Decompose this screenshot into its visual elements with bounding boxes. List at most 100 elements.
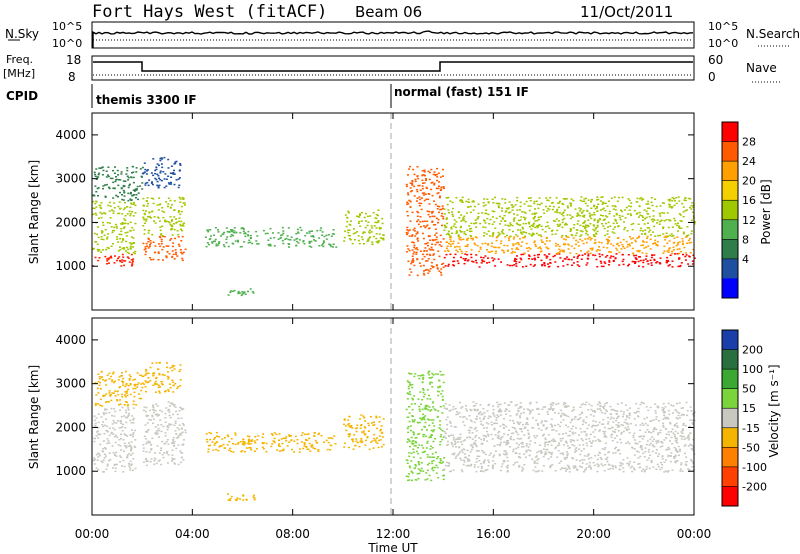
colorbar-swatch-2 xyxy=(722,161,738,182)
scatter-region-11 xyxy=(443,401,696,442)
scatter-region-9 xyxy=(443,253,696,268)
x-axis: 00:00 04:00 08:00 12:00 16:00 20:00 00:00 xyxy=(75,113,711,541)
nave-label: Nave xyxy=(746,61,777,75)
noise-left-tick-top: 10^5 xyxy=(52,20,82,33)
y-tick-1000: 1000 xyxy=(55,464,694,478)
x-tick-4: 16:00 xyxy=(476,113,511,541)
colorbar-tick-2: 20 xyxy=(742,175,756,188)
date-title: 11/Oct/2011 xyxy=(580,3,673,21)
scatter-region-10 xyxy=(444,235,695,255)
x-axis-label: Time UT xyxy=(367,541,418,554)
velocity-y-label: Slant Range [km] xyxy=(27,365,41,469)
freq-left-label-bottom: [MHz] xyxy=(3,67,35,80)
scatter-region-2 xyxy=(92,165,144,202)
velocity-colorbar: 200 100 50 15 -15 -50 -100 -200 xyxy=(721,329,767,507)
colorbar-swatch-4 xyxy=(722,408,738,429)
colorbar-swatch-1 xyxy=(722,349,738,370)
cpid-mode-2: normal (fast) 151 IF xyxy=(394,85,529,99)
scatter-region-12 xyxy=(227,288,255,297)
scatter-region-1 xyxy=(92,200,137,255)
colorbar-tick-5: 8 xyxy=(742,233,749,246)
scatter-region-4 xyxy=(142,196,186,237)
noise-right-label: N.Search xyxy=(746,27,800,41)
freq-right-tick-top: 60 xyxy=(708,53,723,67)
colorbar-swatch-6 xyxy=(722,239,738,260)
freq-left-tick-top: 18 xyxy=(66,53,81,67)
y-tick-3000: 3000 xyxy=(55,377,694,391)
scatter-region-9 xyxy=(443,458,695,473)
scatter-region-3 xyxy=(142,440,185,467)
colorbar-tick-6: 4 xyxy=(742,253,749,266)
colorbar-tick-7: -200 xyxy=(742,480,767,493)
x-tick-1: 04:00 xyxy=(175,113,210,541)
colorbar-swatch-3 xyxy=(722,388,738,409)
scatter-region-1 xyxy=(93,406,137,459)
freq-right-tick-bottom: 0 xyxy=(708,70,716,84)
colorbar-swatch-4 xyxy=(722,200,738,221)
colorbar-swatch-7 xyxy=(722,466,738,487)
colorbar-swatch-5 xyxy=(722,427,738,448)
scatter-region-7 xyxy=(343,414,385,451)
y-tick-2000: 2000 xyxy=(55,215,694,229)
colorbar-swatch-6 xyxy=(722,447,738,468)
y-tick-1000: 1000 xyxy=(55,259,694,273)
x-tick-2: 08:00 xyxy=(275,113,310,541)
noise-panel: N.Sky 10^5 10^0 10^5 10^0 N.Search xyxy=(5,20,800,50)
svg-text:4000: 4000 xyxy=(55,128,86,142)
power-colorbar-label: Power [dB] xyxy=(759,179,773,244)
beam-title: Beam 06 xyxy=(355,3,422,21)
colorbar-swatch-0 xyxy=(722,122,738,143)
cpid-label: CPID xyxy=(6,89,38,103)
velocity-data xyxy=(92,361,696,502)
colorbar-swatch-0 xyxy=(722,330,738,351)
freq-left-label-top: Freq. xyxy=(6,53,33,66)
power-colorbar: 28 24 20 16 12 8 4 xyxy=(721,121,756,299)
scatter-region-8 xyxy=(405,370,446,482)
colorbar-tick-1: 24 xyxy=(742,155,756,168)
colorbar-swatch-8 xyxy=(722,486,738,507)
colorbar-tick-6: -100 xyxy=(742,461,767,474)
colorbar-tick-2: 50 xyxy=(742,383,756,396)
colorbar-tick-4: 12 xyxy=(742,214,756,227)
freq-series xyxy=(93,61,693,72)
scatter-region-6 xyxy=(205,431,337,453)
colorbar-tick-4: -15 xyxy=(742,422,760,435)
station-title: Fort Hays West (fitACF) xyxy=(92,2,327,22)
scatter-region-6 xyxy=(204,226,338,248)
colorbar-tick-0: 200 xyxy=(742,344,763,357)
colorbar-swatch-7 xyxy=(722,258,738,279)
svg-text:2000: 2000 xyxy=(55,215,86,229)
colorbar-tick-0: 28 xyxy=(742,136,756,149)
scatter-region-5 xyxy=(142,361,182,394)
scatter-region-12 xyxy=(227,493,256,502)
colorbar-tick-5: -50 xyxy=(742,441,760,454)
cpid-row: CPID themis 3300 IF normal (fast) 151 IF xyxy=(6,84,529,108)
scatter-region-3 xyxy=(142,235,187,262)
scatter-region-0 xyxy=(92,253,135,267)
power-y-label: Slant Range [km] xyxy=(27,160,41,264)
colorbar-swatch-2 xyxy=(722,369,738,390)
scatter-region-7 xyxy=(343,209,385,246)
freq-left-tick-bottom: 8 xyxy=(68,70,76,84)
colorbar-tick-1: 100 xyxy=(742,363,763,376)
colorbar-tick-3: 15 xyxy=(742,402,756,415)
colorbar-swatch-5 xyxy=(722,219,738,240)
svg-text:1000: 1000 xyxy=(55,259,86,273)
scatter-region-5 xyxy=(142,156,182,189)
noise-right-tick-top: 10^5 xyxy=(708,20,738,33)
scatter-region-8 xyxy=(405,165,445,277)
y-tick-3000: 3000 xyxy=(55,172,694,186)
colorbar-swatch-8 xyxy=(722,278,738,299)
y-tick-4000: 4000 xyxy=(55,333,694,347)
noise-right-tick-bottom: 10^0 xyxy=(708,37,738,50)
colorbar-swatch-3 xyxy=(722,180,738,201)
y-tick-2000: 2000 xyxy=(55,420,694,434)
x-tick-3: 12:00 xyxy=(376,113,410,541)
power-panel: 1000 2000 3000 4000 Slant Range [km] xyxy=(27,112,696,311)
freq-panel: Freq. [MHz] 18 8 60 0 Nave xyxy=(3,53,782,84)
x-tick-5: 20:00 xyxy=(576,113,611,541)
velocity-colorbar-label: Velocity [m s⁻¹] xyxy=(767,364,781,457)
y-tick-4000: 4000 xyxy=(55,128,694,142)
scatter-region-2 xyxy=(94,370,144,407)
scatter-region-11 xyxy=(443,196,696,238)
